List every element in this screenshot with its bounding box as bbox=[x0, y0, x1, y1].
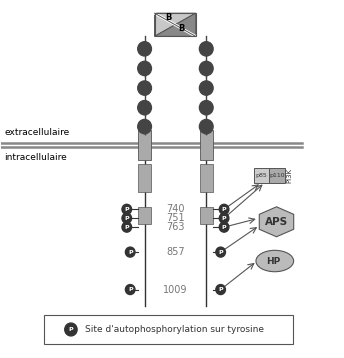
Circle shape bbox=[200, 81, 213, 95]
Text: P: P bbox=[68, 327, 73, 332]
Circle shape bbox=[219, 204, 229, 214]
Text: P: P bbox=[218, 287, 223, 292]
Polygon shape bbox=[154, 13, 196, 37]
Circle shape bbox=[138, 81, 151, 95]
Text: P: P bbox=[125, 207, 129, 212]
Text: 740: 740 bbox=[166, 204, 185, 214]
Text: P: P bbox=[222, 207, 226, 212]
Text: intracellulaire: intracellulaire bbox=[4, 153, 67, 162]
Text: P: P bbox=[222, 224, 226, 229]
FancyBboxPatch shape bbox=[269, 168, 285, 183]
Circle shape bbox=[216, 247, 225, 257]
Circle shape bbox=[122, 222, 131, 232]
Text: P: P bbox=[128, 250, 132, 255]
Text: HP: HP bbox=[266, 257, 280, 266]
Circle shape bbox=[138, 101, 151, 115]
FancyBboxPatch shape bbox=[44, 315, 293, 344]
FancyBboxPatch shape bbox=[138, 207, 151, 224]
Text: p110: p110 bbox=[269, 173, 284, 178]
Circle shape bbox=[200, 42, 213, 56]
Circle shape bbox=[126, 247, 135, 257]
Text: p85: p85 bbox=[256, 173, 267, 178]
Circle shape bbox=[219, 213, 229, 223]
Text: PI3K: PI3K bbox=[286, 168, 292, 183]
Circle shape bbox=[200, 101, 213, 115]
Circle shape bbox=[219, 222, 229, 232]
Polygon shape bbox=[259, 207, 294, 237]
FancyBboxPatch shape bbox=[200, 207, 213, 224]
Circle shape bbox=[138, 120, 151, 134]
Circle shape bbox=[138, 42, 151, 56]
Text: P: P bbox=[218, 250, 223, 255]
Circle shape bbox=[126, 285, 135, 295]
Text: APS: APS bbox=[265, 217, 288, 227]
Text: Site d'autophosphorylation sur tyrosine: Site d'autophosphorylation sur tyrosine bbox=[85, 325, 264, 334]
FancyBboxPatch shape bbox=[138, 164, 151, 192]
Text: P: P bbox=[128, 287, 132, 292]
Text: B: B bbox=[178, 24, 184, 33]
Text: P: P bbox=[125, 216, 129, 221]
Circle shape bbox=[138, 61, 151, 76]
Text: 1009: 1009 bbox=[163, 285, 188, 295]
FancyBboxPatch shape bbox=[200, 164, 213, 192]
Text: P: P bbox=[222, 216, 226, 221]
Circle shape bbox=[122, 204, 131, 214]
Polygon shape bbox=[154, 13, 196, 37]
Text: 763: 763 bbox=[166, 222, 185, 232]
FancyBboxPatch shape bbox=[254, 168, 269, 183]
Text: B: B bbox=[165, 13, 171, 21]
Text: extracellulaire: extracellulaire bbox=[4, 128, 69, 137]
Circle shape bbox=[216, 285, 225, 295]
Text: P: P bbox=[125, 224, 129, 229]
FancyBboxPatch shape bbox=[138, 130, 151, 160]
FancyBboxPatch shape bbox=[200, 130, 213, 160]
Text: 751: 751 bbox=[166, 213, 185, 223]
Text: 857: 857 bbox=[166, 247, 185, 257]
Circle shape bbox=[200, 61, 213, 76]
Ellipse shape bbox=[256, 250, 294, 272]
Circle shape bbox=[65, 323, 77, 336]
Circle shape bbox=[200, 120, 213, 134]
Circle shape bbox=[122, 213, 131, 223]
